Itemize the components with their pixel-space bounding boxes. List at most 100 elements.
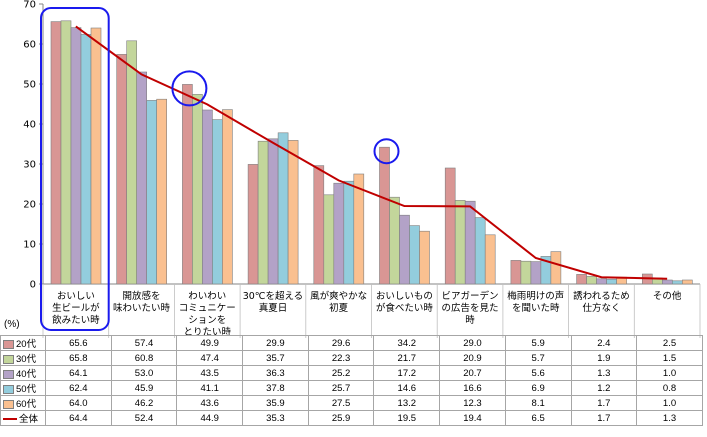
legend-key [3, 384, 14, 394]
table-cell: 5.6 [504, 365, 572, 381]
bar [409, 225, 420, 285]
table-cell: 36.3 [242, 365, 309, 381]
bar [80, 34, 92, 285]
category-label: わいわいコミュニケーションをとりたい時 [179, 291, 236, 338]
y-tick-label: 0 [30, 280, 36, 291]
series-name: 60代 [16, 399, 37, 410]
table-cell: 16.6 [439, 380, 506, 396]
legend-key [3, 354, 14, 364]
table-cell: 1.7 [570, 395, 638, 411]
table-cell: 1.5 [636, 350, 703, 366]
data-table: 20代 65.6 57.4 49.9 29.9 29.6 34.2 29.0 5.9 2.4 2.5… [0, 335, 703, 426]
table-row: 30代 65.8 60.8 47.4 35.7 22.3 21.7 20.9 5.7 1.9 1.5 [0, 350, 703, 366]
category-label-line: 仕方なく [582, 302, 620, 314]
table-cell: 0.8 [636, 380, 703, 396]
series-name: 50代 [16, 384, 37, 395]
table-cell: 20.7 [439, 365, 506, 381]
table-cell: 35.7 [242, 350, 309, 366]
bar [333, 182, 345, 285]
bar [464, 200, 476, 285]
bar [267, 138, 279, 285]
bar [156, 98, 167, 285]
bar [596, 278, 607, 285]
category-label: 誘われるため仕方なく [573, 290, 630, 314]
bar [247, 164, 259, 285]
y-tick-label: 40 [23, 120, 36, 131]
bar [576, 274, 587, 285]
category-label-line: が食べたい時 [376, 302, 434, 314]
total-line [75, 25, 668, 280]
table-cell: 13.2 [373, 395, 441, 411]
table-cell: 1.3 [636, 410, 703, 426]
category-label-line: ションを [188, 315, 226, 326]
highlight-marks [40, 7, 400, 331]
category-label-line: おいしいもの [376, 291, 433, 302]
row-header: 20代 [0, 335, 46, 351]
bar [661, 279, 673, 285]
category-label-line: 誘われるため [573, 290, 630, 302]
table-cell: 1.7 [570, 410, 638, 426]
bar [323, 194, 335, 285]
bar [287, 140, 299, 285]
table-cell: 34.2 [373, 335, 441, 351]
table-cell: 1.0 [636, 365, 703, 381]
y-tick-label: 30 [23, 160, 36, 171]
category-label: その他 [653, 290, 682, 302]
category-label-line: その他 [653, 290, 682, 302]
bar [399, 214, 410, 285]
category-label: 梅雨明けの声を聞いた時 [507, 290, 564, 314]
bar [484, 234, 496, 285]
bar [136, 71, 147, 285]
bar [343, 180, 355, 285]
bar [520, 260, 532, 285]
table-cell: 8.1 [504, 395, 572, 411]
table-cell: 65.6 [45, 335, 112, 351]
bar [182, 84, 193, 285]
bar [50, 21, 62, 285]
bar [510, 260, 522, 285]
bar [146, 100, 157, 285]
bar [126, 40, 137, 285]
table-cell: 25.2 [307, 365, 375, 381]
bar [353, 173, 365, 285]
category-label-line: コミュニケー [179, 303, 236, 314]
table-cell: 1.0 [636, 395, 703, 411]
category-label-line: の広告を見た [442, 302, 499, 314]
table-cell: 44.9 [176, 410, 244, 426]
category-label-line: 生ビールが [52, 302, 100, 314]
category-label-line: わいわい [188, 291, 226, 302]
category-label-line: 真夏日 [259, 302, 288, 314]
category-label-line: 開放感を [123, 290, 161, 302]
table-cell: 25.9 [307, 410, 375, 426]
table-cell: 29.6 [307, 335, 375, 351]
bar [530, 261, 542, 285]
category-label: ビアガーデンの広告を見た時 [442, 290, 499, 326]
bar [681, 279, 693, 285]
category-label-line: とりたい時 [183, 327, 231, 338]
table-cell: 29.9 [242, 335, 309, 351]
table-row: 20代 65.6 57.4 49.9 29.9 29.6 34.2 29.0 5.9 2.4 2.5 [0, 335, 703, 351]
table-cell: 5.9 [504, 335, 572, 351]
table-cell: 35.3 [242, 410, 309, 426]
y-tick-label: 60 [23, 40, 36, 51]
bar [202, 109, 213, 285]
table-cell: 41.1 [176, 380, 244, 396]
legend-key [3, 339, 14, 349]
y-tick-label: 50 [23, 80, 36, 91]
table-cell: 37.8 [242, 380, 309, 396]
row-header: 60代 [0, 395, 46, 411]
highlight-circle [373, 138, 400, 165]
row-header: 40代 [0, 365, 46, 381]
bar [379, 146, 390, 285]
series-name: 20代 [16, 339, 37, 350]
table-cell: 57.4 [110, 335, 178, 351]
table-cell: 65.8 [45, 350, 112, 366]
bar [671, 280, 683, 285]
table-cell: 19.4 [439, 410, 506, 426]
table-cell: 64.4 [45, 410, 112, 426]
table-cell: 1.9 [570, 350, 638, 366]
highlight-box [40, 7, 110, 331]
category-label-line: 味わいたい時 [113, 302, 171, 314]
category-label: 30℃を超える真夏日 [243, 290, 303, 314]
category-labels: おいしい生ビールが飲みたい時開放感を味わいたい時わいわいコミュニケーションをとり… [42, 284, 701, 338]
